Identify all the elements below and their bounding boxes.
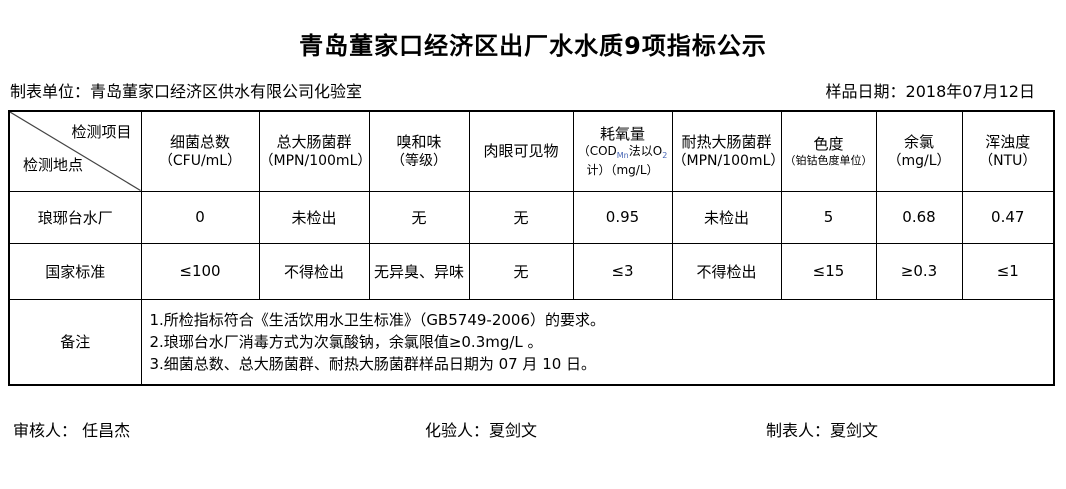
- cell-value: 0: [140, 190, 260, 244]
- table-row-national-standard: 国家标准 ≤100 不得检出 无异臭、异味 无 ≤3 不得检出 ≤15 ≥0.3…: [8, 242, 1055, 300]
- header-residual-chlorine: 余氯 （mg/L）: [875, 110, 963, 192]
- meta-row: 制表单位：青岛董家口经济区供水有限公司化验室 样品日期：2018年07月12日: [10, 78, 1055, 102]
- cell-value: ≤3: [572, 242, 673, 300]
- row-location: 国家标准: [8, 242, 142, 300]
- row-location: 琅琊台水厂: [8, 190, 142, 244]
- cell-value: 0.47: [961, 190, 1055, 244]
- cell-value: 无异臭、异味: [368, 242, 470, 300]
- cell-value: ≤1: [961, 242, 1055, 300]
- water-quality-table: 检测项目 检测地点 细菌总数 （CFU/mL） 总大肠菌群 （MPN/100mL…: [8, 110, 1055, 386]
- cell-value: 无: [368, 190, 470, 244]
- header-total-coliform: 总大肠菌群 （MPN/100mL）: [258, 110, 370, 192]
- table-header-row: 检测项目 检测地点 细菌总数 （CFU/mL） 总大肠菌群 （MPN/100mL…: [8, 110, 1055, 192]
- cell-value: 不得检出: [258, 242, 370, 300]
- remark-line-3: 3.细菌总数、总大肠菌群、耐热大肠菌群样品日期为 07 月 10 日。: [149, 354, 597, 373]
- corner-label-locations: 检测地点: [23, 155, 84, 174]
- header-turbidity: 浑浊度 （NTU）: [961, 110, 1055, 192]
- remark-line-1: 1.所检指标符合《生活饮用水卫生标准》（GB5749-2006）的要求。: [149, 310, 606, 329]
- remark-line-2: 2.琅琊台水厂消毒方式为次氯酸钠，余氯限值≥0.3mg/L 。: [149, 332, 543, 351]
- header-chromaticity: 色度 （铂钴色度单位）: [780, 110, 877, 192]
- cell-value: 5: [780, 190, 877, 244]
- sample-date-label: 样品日期：2018年07月12日: [825, 82, 1035, 101]
- cell-value: ≤100: [140, 242, 260, 300]
- remarks-row: 备注 1.所检指标符合《生活饮用水卫生标准》（GB5749-2006）的要求。 …: [8, 298, 1055, 386]
- reviewer-label: 审核人： 任昌杰: [13, 421, 131, 440]
- page-title: 青岛董家口经济区出厂水水质9项指标公示: [299, 32, 767, 60]
- cell-value: 0.95: [572, 190, 673, 244]
- header-oxygen-consumption: 耗氧量 （CODMn法以O2计）（mg/L）: [572, 110, 673, 192]
- producer-label: 制表单位：青岛董家口经济区供水有限公司化验室: [10, 82, 363, 101]
- cell-value: 未检出: [258, 190, 370, 244]
- header-odor-taste: 嗅和味 （等级）: [368, 110, 470, 192]
- cod-subscript-mn: Mn: [616, 151, 629, 161]
- cell-value: ≤15: [780, 242, 877, 300]
- diagonal-line-icon: [10, 112, 141, 191]
- header-bacteria-total: 细菌总数 （CFU/mL）: [140, 110, 260, 192]
- header-visible-matter: 肉眼可见物: [468, 110, 574, 192]
- cell-value: ≥0.3: [875, 242, 963, 300]
- header-heat-resistant-coliform: 耐热大肠菌群 （MPN/100mL）: [671, 110, 782, 192]
- cell-value: 未检出: [671, 190, 782, 244]
- cell-value: 无: [468, 190, 574, 244]
- table-row-langyatai: 琅琊台水厂 0 未检出 无 无 0.95 未检出 5 0.68 0.47: [8, 190, 1055, 244]
- remarks-content: 1.所检指标符合《生活饮用水卫生标准》（GB5749-2006）的要求。 2.琅…: [140, 298, 1055, 386]
- remarks-label: 备注: [8, 298, 142, 386]
- cod-unit: （CODMn法以O2计）（mg/L）: [577, 144, 668, 178]
- tester-label: 化验人：夏剑文: [425, 421, 538, 440]
- cell-value: 不得检出: [671, 242, 782, 300]
- corner-cell: 检测项目 检测地点: [8, 110, 142, 192]
- cell-value: 无: [468, 242, 574, 300]
- cell-value: 0.68: [875, 190, 963, 244]
- o2-subscript: 2: [662, 151, 668, 161]
- preparer-label: 制表人：夏剑文: [766, 421, 879, 440]
- corner-label-items: 检测项目: [71, 123, 132, 141]
